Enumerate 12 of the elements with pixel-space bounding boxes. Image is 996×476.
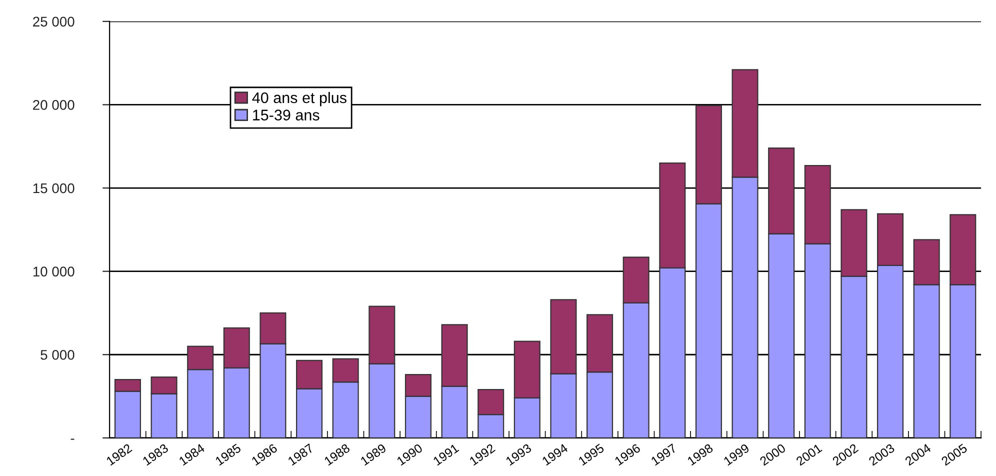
y-tick-label: 10 000 <box>33 266 74 276</box>
y-tick-label: 25 000 <box>33 16 74 27</box>
legend-label: 40 ans et plus <box>252 92 346 106</box>
x-tick-label: 1991 <box>432 443 460 466</box>
y-tick-label: 5 000 <box>40 350 74 360</box>
x-tick-label: 1999 <box>723 443 750 466</box>
y-tick-label: 15 000 <box>33 183 74 194</box>
x-tick-label: 1990 <box>396 443 424 466</box>
y-tick-label: - <box>70 438 74 440</box>
x-tick-label: 1989 <box>360 443 387 466</box>
y-tick-label: 20 000 <box>33 100 74 110</box>
legend-label: 15-39 ans <box>253 110 320 120</box>
